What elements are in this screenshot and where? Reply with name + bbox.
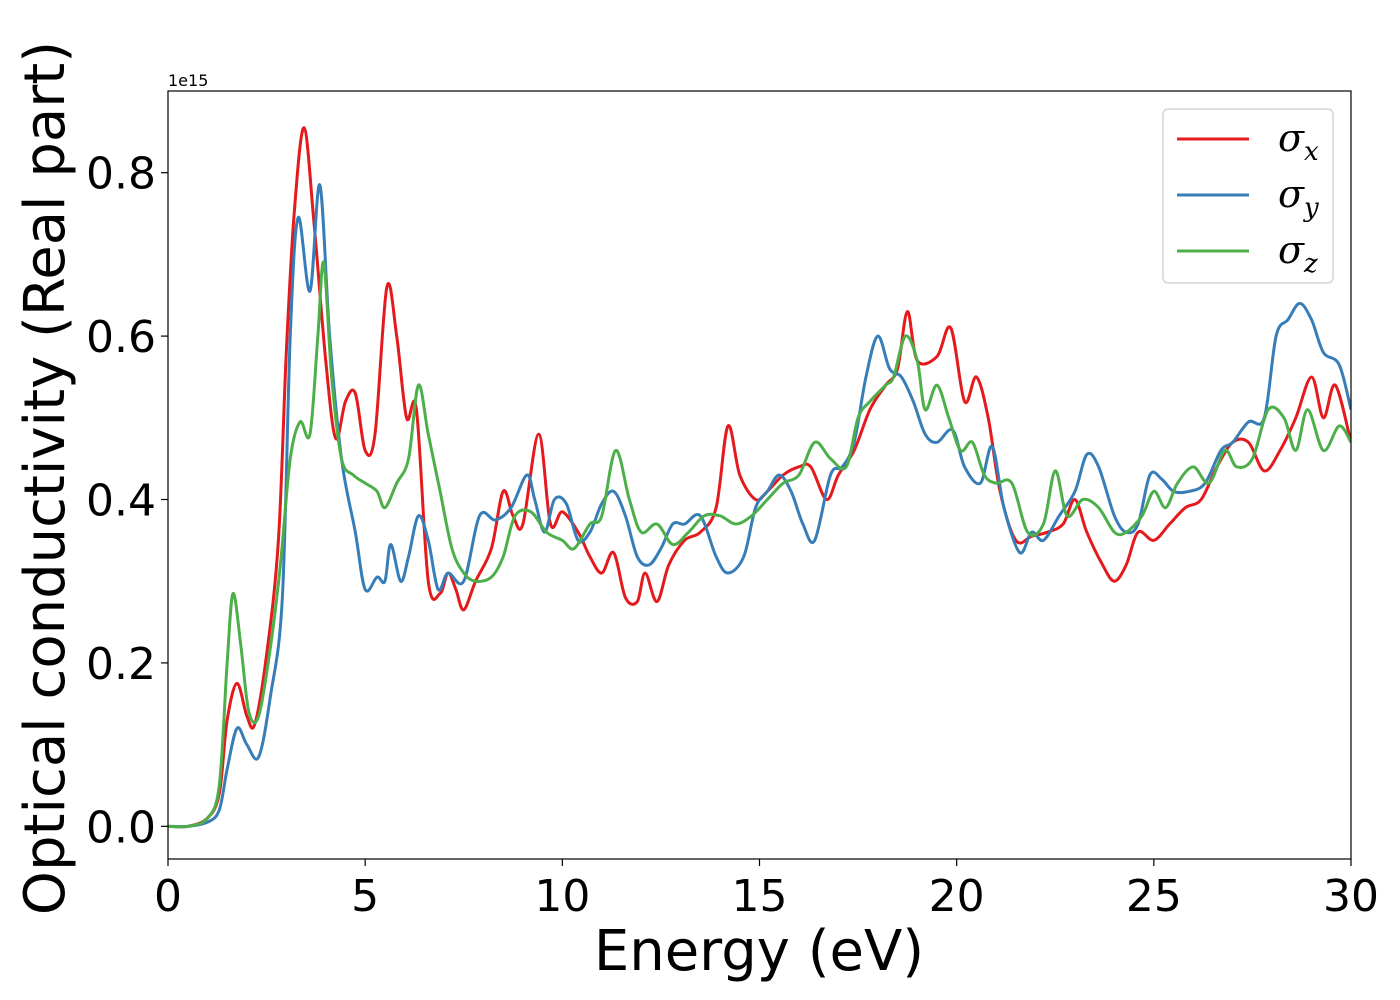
x-tick-label: 30 (1323, 871, 1379, 922)
y-tick-label: 0.4 (86, 476, 156, 527)
x-tick-label: 20 (929, 871, 985, 922)
series-line-z (168, 260, 1351, 829)
x-axis-label: Energy (eV) (594, 919, 924, 984)
y-tick-label: 0.8 (86, 149, 156, 200)
y-tick-label: 0.2 (86, 639, 156, 690)
x-tick-label: 15 (732, 871, 788, 922)
x-tick-label: 5 (351, 871, 379, 922)
legend-label-x: σx (1278, 116, 1319, 167)
y-axis-label: Optical conductivity (Real part) (13, 41, 78, 915)
x-tick-label: 25 (1126, 871, 1182, 922)
y-tick-label: 0.0 (86, 802, 156, 853)
x-tick-label: 10 (534, 871, 590, 922)
x-tick-label: 0 (154, 871, 182, 922)
axes-layer: 0 5 10 15 20 25 30 0.0 0.2 0.4 0.6 0.8 (86, 90, 1379, 922)
y-offset-label: 1e15 (168, 71, 208, 90)
y-tick-label: 0.6 (86, 312, 156, 363)
series-layer (168, 126, 1351, 829)
series-line-x (168, 126, 1351, 829)
